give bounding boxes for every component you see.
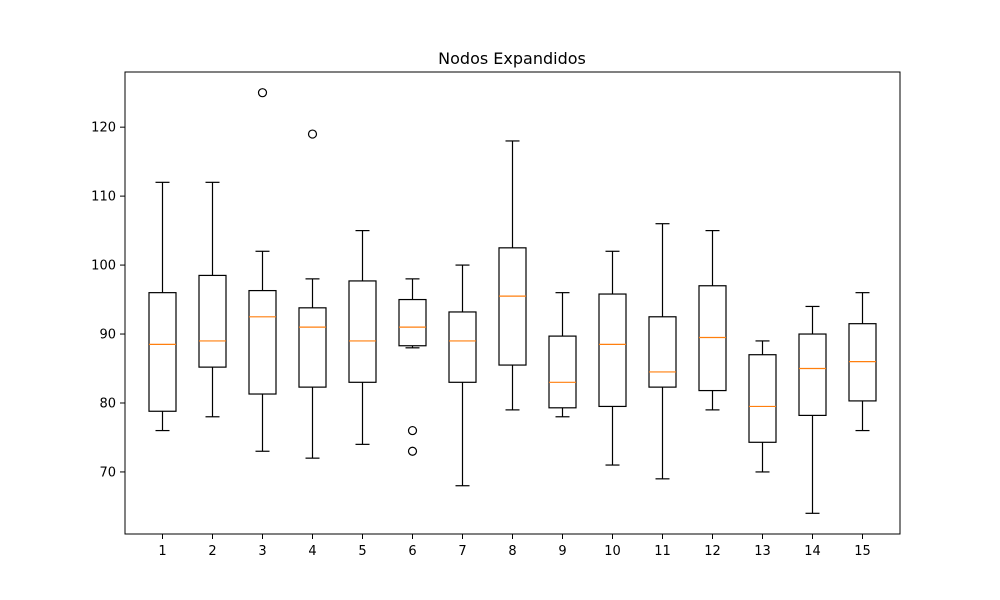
box (398, 298, 427, 347)
box (648, 316, 677, 388)
box (298, 307, 327, 388)
x-tick-label: 3 (258, 544, 266, 559)
box-group-3 (248, 88, 277, 452)
box (448, 311, 477, 383)
x-tick-label: 12 (704, 544, 721, 559)
box-group-5 (348, 229, 377, 445)
x-tick-label: 8 (508, 544, 516, 559)
outlier-point (257, 88, 268, 98)
box (748, 354, 777, 443)
box-group-8 (498, 140, 527, 411)
chart-title: Nodos Expandidos (438, 49, 586, 68)
x-tick-label: 9 (558, 544, 566, 559)
x-tick-label: 14 (804, 544, 821, 559)
box-group-14 (798, 305, 827, 514)
x-tick-label: 2 (208, 544, 216, 559)
box (598, 293, 627, 408)
x-tick-label: 7 (458, 544, 466, 559)
y-tick-label: 120 (91, 121, 116, 136)
box (348, 280, 377, 383)
y-tick-label: 70 (99, 465, 116, 480)
box (198, 274, 227, 368)
y-tick-label: 100 (91, 259, 116, 274)
x-tick-label: 1 (158, 544, 166, 559)
x-tick-label: 4 (308, 544, 316, 559)
y-tick-label: 90 (99, 328, 116, 343)
box (848, 323, 877, 402)
y-tick-label: 80 (99, 396, 116, 411)
x-tick-label: 11 (654, 544, 671, 559)
box (498, 247, 527, 366)
x-tick-label: 6 (408, 544, 416, 559)
box-group-7 (448, 264, 477, 487)
box-group-11 (648, 223, 677, 480)
x-tick-label: 13 (754, 544, 771, 559)
y-axis: 70 80 90 100 110 120 (91, 121, 125, 480)
box-group-2 (198, 181, 227, 418)
x-tick-label: 10 (604, 544, 621, 559)
box-group-15 (848, 292, 877, 432)
box-group-13 (748, 340, 777, 473)
box (548, 335, 577, 409)
box (248, 289, 277, 395)
x-tick-label: 5 (358, 544, 366, 559)
box-group-6 (398, 278, 427, 456)
outlier-point (407, 446, 418, 456)
box-group-10 (598, 250, 627, 466)
y-tick-label: 110 (91, 190, 116, 205)
box-group-4 (298, 129, 327, 459)
box-group-9 (548, 292, 577, 418)
outlier-point (407, 425, 418, 436)
outlier-point (307, 129, 318, 139)
x-tick-label: 15 (854, 544, 871, 559)
box (698, 285, 727, 392)
x-axis: 1 2 3 4 5 6 7 8 9 10 11 12 13 14 15 (158, 534, 871, 559)
box (148, 292, 177, 412)
box-group-1 (148, 181, 177, 432)
box-group-12 (698, 229, 727, 411)
plot-area (148, 88, 877, 514)
box (798, 333, 827, 416)
